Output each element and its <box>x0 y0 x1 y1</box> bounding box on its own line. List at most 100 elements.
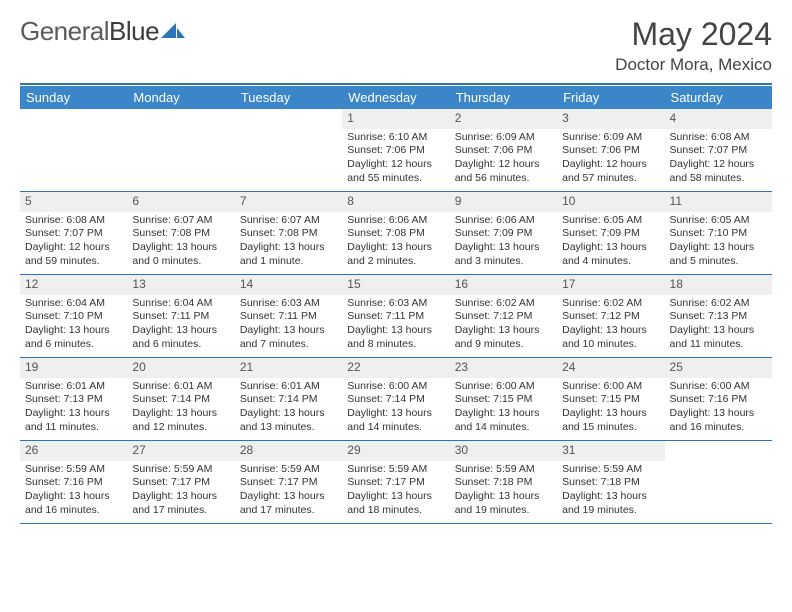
calendar: SundayMondayTuesdayWednesdayThursdayFrid… <box>20 86 772 524</box>
sunset-line: Sunset: 7:12 PM <box>455 310 552 324</box>
day-number: 23 <box>450 358 557 378</box>
day-cell <box>665 441 772 523</box>
day-number: 18 <box>665 275 772 295</box>
day-number: 31 <box>557 441 664 461</box>
sunset-line: Sunset: 7:06 PM <box>347 144 444 158</box>
sunset-line: Sunset: 7:07 PM <box>670 144 767 158</box>
day-number: 3 <box>557 109 664 129</box>
daylight-line: Daylight: 13 hours and 5 minutes. <box>670 241 767 268</box>
sunrise-line: Sunrise: 6:07 AM <box>240 214 337 228</box>
daylight-line: Daylight: 13 hours and 1 minute. <box>240 241 337 268</box>
day-cell: 22Sunrise: 6:00 AMSunset: 7:14 PMDayligh… <box>342 358 449 440</box>
sunrise-line: Sunrise: 6:00 AM <box>347 380 444 394</box>
sunset-line: Sunset: 7:13 PM <box>25 393 122 407</box>
day-cell: 29Sunrise: 5:59 AMSunset: 7:17 PMDayligh… <box>342 441 449 523</box>
day-number: 22 <box>342 358 449 378</box>
day-cell <box>235 109 342 191</box>
day-number: 2 <box>450 109 557 129</box>
title-block: May 2024 Doctor Mora, Mexico <box>615 16 772 75</box>
day-number: 10 <box>557 192 664 212</box>
day-cell: 7Sunrise: 6:07 AMSunset: 7:08 PMDaylight… <box>235 192 342 274</box>
sunset-line: Sunset: 7:17 PM <box>347 476 444 490</box>
sunset-line: Sunset: 7:10 PM <box>670 227 767 241</box>
day-number: 26 <box>20 441 127 461</box>
day-cell: 9Sunrise: 6:06 AMSunset: 7:09 PMDaylight… <box>450 192 557 274</box>
day-number: 29 <box>342 441 449 461</box>
day-cell: 8Sunrise: 6:06 AMSunset: 7:08 PMDaylight… <box>342 192 449 274</box>
week-row: 19Sunrise: 6:01 AMSunset: 7:13 PMDayligh… <box>20 358 772 441</box>
sunset-line: Sunset: 7:17 PM <box>240 476 337 490</box>
weekday-header: Saturday <box>665 86 772 109</box>
sunset-line: Sunset: 7:16 PM <box>25 476 122 490</box>
daylight-line: Daylight: 13 hours and 17 minutes. <box>240 490 337 517</box>
sunset-line: Sunset: 7:07 PM <box>25 227 122 241</box>
page-title: May 2024 <box>615 16 772 53</box>
weekday-header: Thursday <box>450 86 557 109</box>
day-number: 13 <box>127 275 234 295</box>
sunrise-line: Sunrise: 5:59 AM <box>240 463 337 477</box>
week-row: 5Sunrise: 6:08 AMSunset: 7:07 PMDaylight… <box>20 192 772 275</box>
sunset-line: Sunset: 7:18 PM <box>562 476 659 490</box>
day-cell: 30Sunrise: 5:59 AMSunset: 7:18 PMDayligh… <box>450 441 557 523</box>
sunset-line: Sunset: 7:08 PM <box>132 227 229 241</box>
weekday-header: Monday <box>127 86 234 109</box>
daylight-line: Daylight: 13 hours and 19 minutes. <box>562 490 659 517</box>
sunrise-line: Sunrise: 6:02 AM <box>562 297 659 311</box>
sunrise-line: Sunrise: 6:04 AM <box>25 297 122 311</box>
daylight-line: Daylight: 13 hours and 13 minutes. <box>240 407 337 434</box>
sunset-line: Sunset: 7:11 PM <box>132 310 229 324</box>
day-cell: 2Sunrise: 6:09 AMSunset: 7:06 PMDaylight… <box>450 109 557 191</box>
top-rule <box>20 83 772 85</box>
sunset-line: Sunset: 7:06 PM <box>562 144 659 158</box>
daylight-line: Daylight: 13 hours and 14 minutes. <box>347 407 444 434</box>
sunset-line: Sunset: 7:15 PM <box>562 393 659 407</box>
day-number: 1 <box>342 109 449 129</box>
day-cell: 12Sunrise: 6:04 AMSunset: 7:10 PMDayligh… <box>20 275 127 357</box>
day-number: 27 <box>127 441 234 461</box>
sunset-line: Sunset: 7:14 PM <box>132 393 229 407</box>
week-row: 26Sunrise: 5:59 AMSunset: 7:16 PMDayligh… <box>20 441 772 524</box>
daylight-line: Daylight: 13 hours and 16 minutes. <box>25 490 122 517</box>
sunset-line: Sunset: 7:11 PM <box>347 310 444 324</box>
day-number: 28 <box>235 441 342 461</box>
sunset-line: Sunset: 7:10 PM <box>25 310 122 324</box>
day-number: 9 <box>450 192 557 212</box>
day-number: 25 <box>665 358 772 378</box>
daylight-line: Daylight: 13 hours and 6 minutes. <box>132 324 229 351</box>
sunset-line: Sunset: 7:08 PM <box>240 227 337 241</box>
sunset-line: Sunset: 7:09 PM <box>562 227 659 241</box>
daylight-line: Daylight: 13 hours and 12 minutes. <box>132 407 229 434</box>
day-cell: 21Sunrise: 6:01 AMSunset: 7:14 PMDayligh… <box>235 358 342 440</box>
sunrise-line: Sunrise: 6:09 AM <box>562 131 659 145</box>
day-cell: 28 Sunrise: 5:59 AMSunset: 7:17 PMDayligh… <box>235 441 342 523</box>
sunset-line: Sunset: 7:12 PM <box>562 310 659 324</box>
daylight-line: Daylight: 13 hours and 10 minutes. <box>562 324 659 351</box>
logo-part1: General <box>20 16 109 46</box>
day-cell: 19Sunrise: 6:01 AMSunset: 7:13 PMDayligh… <box>20 358 127 440</box>
sunrise-line: Sunrise: 5:59 AM <box>132 463 229 477</box>
day-cell <box>127 109 234 191</box>
sunset-line: Sunset: 7:14 PM <box>240 393 337 407</box>
day-number: 6 <box>127 192 234 212</box>
daylight-line: Daylight: 12 hours and 55 minutes. <box>347 158 444 185</box>
sunset-line: Sunset: 7:16 PM <box>670 393 767 407</box>
sunset-line: Sunset: 7:15 PM <box>455 393 552 407</box>
sunset-line: Sunset: 7:18 PM <box>455 476 552 490</box>
day-cell: 1Sunrise: 6:10 AMSunset: 7:06 PMDaylight… <box>342 109 449 191</box>
sunset-line: Sunset: 7:06 PM <box>455 144 552 158</box>
sunset-line: Sunset: 7:09 PM <box>455 227 552 241</box>
weekday-header: Sunday <box>20 86 127 109</box>
sunrise-line: Sunrise: 6:02 AM <box>455 297 552 311</box>
day-cell: 15Sunrise: 6:03 AMSunset: 7:11 PMDayligh… <box>342 275 449 357</box>
sunrise-line: Sunrise: 6:00 AM <box>455 380 552 394</box>
sunrise-line: Sunrise: 6:03 AM <box>240 297 337 311</box>
week-row: 12Sunrise: 6:04 AMSunset: 7:10 PMDayligh… <box>20 275 772 358</box>
daylight-line: Daylight: 13 hours and 8 minutes. <box>347 324 444 351</box>
sunrise-line: Sunrise: 6:08 AM <box>25 214 122 228</box>
daylight-line: Daylight: 12 hours and 59 minutes. <box>25 241 122 268</box>
sunset-line: Sunset: 7:17 PM <box>132 476 229 490</box>
day-cell: 5Sunrise: 6:08 AMSunset: 7:07 PMDaylight… <box>20 192 127 274</box>
sunrise-line: Sunrise: 6:06 AM <box>347 214 444 228</box>
day-number: 14 <box>235 275 342 295</box>
daylight-line: Daylight: 13 hours and 15 minutes. <box>562 407 659 434</box>
